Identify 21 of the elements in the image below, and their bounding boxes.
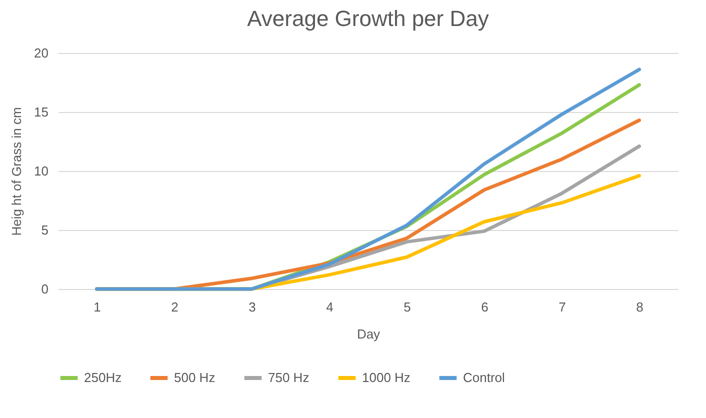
- x-tick-label: 5: [404, 300, 411, 314]
- y-tick-label: 0: [41, 282, 48, 296]
- x-tick-label: 1: [94, 300, 101, 314]
- legend-label: 750 Hz: [268, 370, 310, 385]
- y-tick-label: 10: [34, 164, 48, 178]
- x-tick-label: 6: [481, 300, 488, 314]
- legend-label: 250Hz: [84, 370, 122, 385]
- chart-title: Average Growth per Day: [247, 6, 489, 31]
- x-tick-label: 7: [558, 300, 566, 314]
- x-axis-title: Day: [356, 326, 381, 342]
- legend-label: 500 Hz: [174, 370, 216, 385]
- legend-label: Control: [463, 370, 506, 385]
- x-tick-label: 3: [248, 300, 256, 314]
- y-tick-label: 5: [41, 222, 48, 238]
- x-tick-label: 8: [636, 300, 644, 314]
- y-axis-title: Heig ht of Grass in cm: [9, 107, 24, 236]
- y-tick-label: 15: [34, 104, 48, 120]
- x-tick-label: 2: [171, 300, 178, 314]
- legend-label: 1000 Hz: [362, 370, 410, 385]
- y-tick-label: 20: [34, 46, 48, 60]
- x-tick-label: 4: [326, 300, 334, 314]
